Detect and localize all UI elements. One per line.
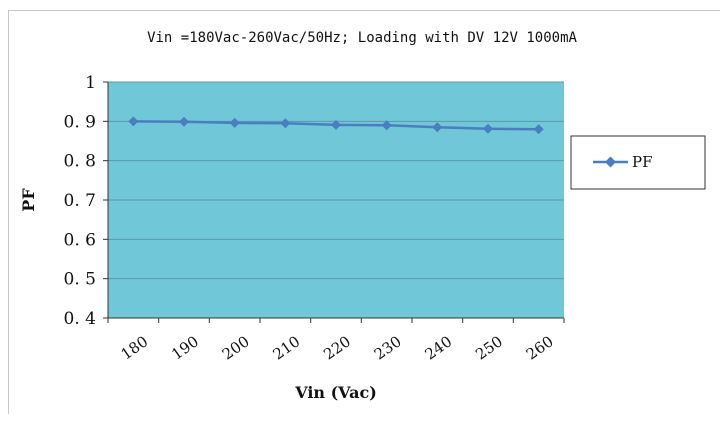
x-tick-label: 260 [523,332,557,363]
x-tick-label: 210 [270,332,304,363]
x-axis: 180 190 200 210 220 230 240 250 260 [107,317,565,363]
data-point [229,117,240,128]
x-tick-label: 250 [472,332,506,363]
legend-label: PF [632,153,653,171]
data-point [280,118,291,129]
x-tick-label: 180 [118,332,152,363]
x-tick-label: 230 [371,332,405,363]
data-point [381,120,392,131]
y-tick-label: 1 [85,73,96,93]
y-axis: 0. 4 0. 5 0. 6 0. 7 0. 8 0. 9 1 [64,73,109,329]
data-point [432,122,443,133]
legend-marker [605,156,616,168]
data-point [483,123,493,134]
x-axis-title: Vin (Vac) [294,383,377,402]
data-point [533,124,544,135]
chart-frame [8,10,720,414]
y-tick-label: 0. 5 [64,270,96,290]
x-tick-label: 240 [422,332,456,363]
x-tick-label: 220 [320,332,354,363]
y-tick-label: 0. 8 [64,152,96,172]
grid-lines [108,81,564,280]
x-tick-label: 190 [168,332,202,363]
data-point [331,119,341,130]
y-tick-label: 0. 4 [64,309,96,329]
data-point [179,116,189,127]
y-tick-label: 0. 7 [64,191,96,211]
legend: PF [570,135,706,190]
data-point [128,116,139,127]
y-axis-title: PF [19,188,38,212]
y-tick-label: 0. 9 [64,112,96,132]
chart-title: Vin =180Vac-260Vac/50Hz; Loading with DV… [147,30,577,46]
x-tick-label: 200 [219,332,253,363]
series-layer [128,116,544,135]
y-tick-label: 0. 6 [64,230,96,250]
